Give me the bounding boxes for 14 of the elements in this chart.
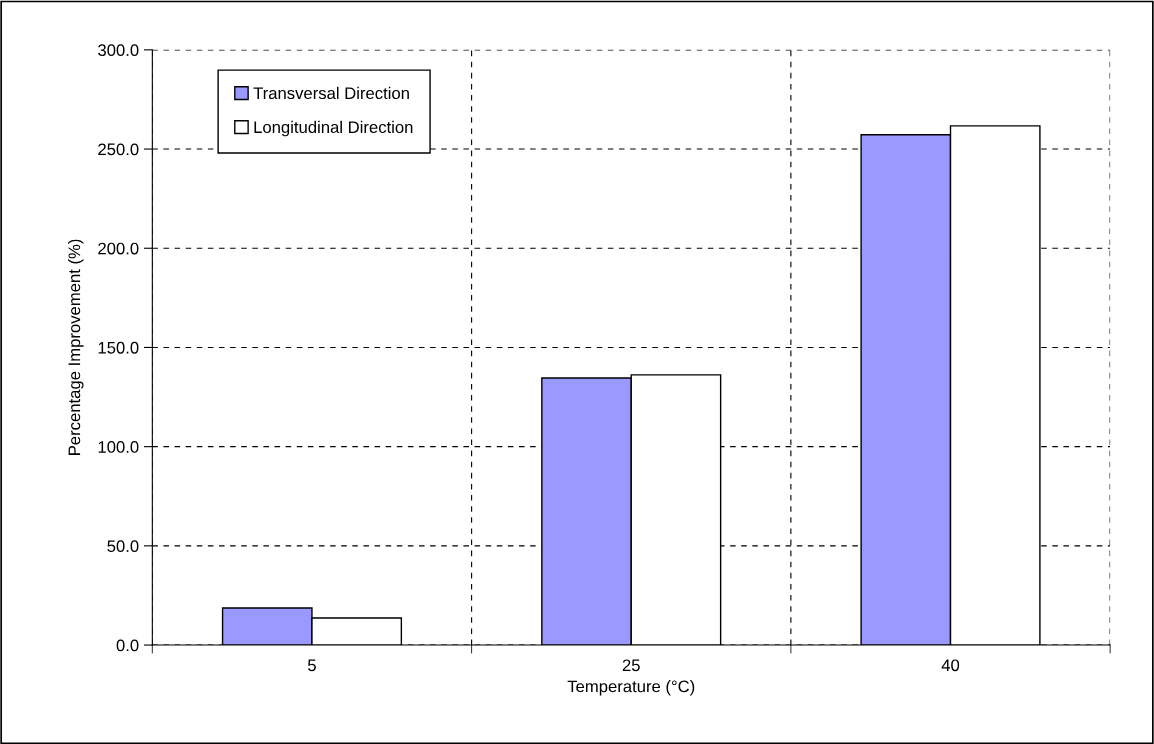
x-axis-title: Temperature (°C)	[567, 680, 695, 696]
y-tick-label: 250.0	[98, 143, 139, 156]
y-tick-label: 150.0	[98, 341, 139, 354]
legend-label: Longitudinal Direction	[254, 120, 413, 137]
y-tick-label: 300.0	[98, 44, 139, 57]
y-axis-title: Percentage Improvement (%)	[68, 239, 84, 455]
x-tick-label: 40	[941, 659, 960, 672]
y-tick-label: 200.0	[98, 242, 139, 255]
y-tick-label: 100.0	[98, 441, 139, 453]
x-tick-label: 25	[622, 659, 640, 672]
x-tick-label: 5	[308, 659, 316, 672]
y-tick-label: 0.0	[116, 639, 139, 652]
y-tick-label: 50.0	[107, 540, 139, 553]
legend-label: Transversal Direction	[253, 86, 409, 100]
